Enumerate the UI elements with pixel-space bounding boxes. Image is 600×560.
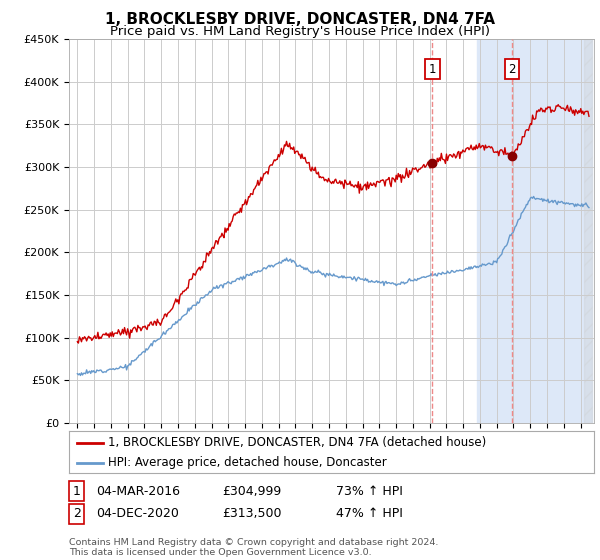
Bar bbox=[584, 39, 592, 423]
Text: £313,500: £313,500 bbox=[222, 507, 281, 520]
Text: HPI: Average price, detached house, Doncaster: HPI: Average price, detached house, Donc… bbox=[109, 456, 387, 469]
Text: 2: 2 bbox=[508, 63, 516, 76]
Text: £304,999: £304,999 bbox=[222, 484, 281, 498]
Text: 04-MAR-2016: 04-MAR-2016 bbox=[96, 484, 180, 498]
Text: Contains HM Land Registry data © Crown copyright and database right 2024.
This d: Contains HM Land Registry data © Crown c… bbox=[69, 538, 439, 557]
Text: 1, BROCKLESBY DRIVE, DONCASTER, DN4 7FA: 1, BROCKLESBY DRIVE, DONCASTER, DN4 7FA bbox=[105, 12, 495, 27]
Text: 1: 1 bbox=[429, 63, 436, 76]
Text: 04-DEC-2020: 04-DEC-2020 bbox=[96, 507, 179, 520]
Text: 1, BROCKLESBY DRIVE, DONCASTER, DN4 7FA (detached house): 1, BROCKLESBY DRIVE, DONCASTER, DN4 7FA … bbox=[109, 436, 487, 450]
Text: 2: 2 bbox=[73, 507, 81, 520]
Text: Price paid vs. HM Land Registry's House Price Index (HPI): Price paid vs. HM Land Registry's House … bbox=[110, 25, 490, 38]
Bar bbox=[476, 39, 592, 423]
Text: 47% ↑ HPI: 47% ↑ HPI bbox=[336, 507, 403, 520]
Text: 73% ↑ HPI: 73% ↑ HPI bbox=[336, 484, 403, 498]
Text: 1: 1 bbox=[73, 484, 81, 498]
